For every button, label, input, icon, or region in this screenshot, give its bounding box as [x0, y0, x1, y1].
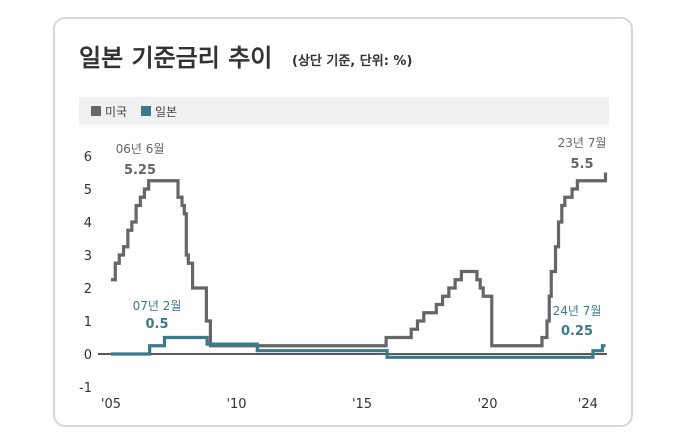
legend-item-us: 미국: [91, 97, 127, 125]
x-tick-label: '05: [101, 397, 121, 412]
legend-swatch-japan: [141, 106, 151, 116]
annotation-value-label: 5.5: [570, 157, 593, 172]
legend-label-us: 미국: [105, 104, 128, 119]
y-tick-label: 2: [84, 282, 92, 297]
annotation-value-label: 0.25: [561, 324, 593, 339]
x-tick-label: '20: [477, 397, 497, 412]
x-tick-label: '10: [226, 397, 246, 412]
y-tick-label: 4: [84, 216, 92, 231]
y-tick-label: 5: [84, 183, 92, 198]
x-tick-label: '15: [352, 397, 372, 412]
y-tick-label: 6: [84, 150, 92, 165]
annotation-date-label: 07년 2월: [133, 299, 182, 313]
annotation-date-label: 23년 7월: [558, 136, 607, 150]
y-tick-label: 1: [84, 315, 92, 330]
us-rate-line: [111, 172, 608, 348]
y-tick-label: 0: [84, 348, 92, 363]
chart-subtitle: (상단 기준, 단위: %): [292, 54, 413, 69]
japan-rate-line: [111, 335, 606, 359]
annotation-date-label: 24년 7월: [553, 304, 602, 318]
chart-title: 일본 기준금리 추이: [79, 44, 273, 72]
legend-label-japan: 일본: [155, 104, 178, 119]
x-tick-label: '24: [578, 397, 598, 412]
legend-item-japan: 일본: [141, 97, 177, 125]
y-tick-label: -1: [79, 381, 92, 396]
legend-swatch-us: [91, 106, 101, 116]
y-tick-label: 3: [84, 249, 92, 264]
annotation-date-label: 06년 6월: [116, 142, 165, 156]
annotation-value-label: 0.5: [145, 317, 168, 332]
legend: 미국 일본: [79, 97, 609, 125]
annotation-value-label: 5.25: [124, 163, 156, 178]
